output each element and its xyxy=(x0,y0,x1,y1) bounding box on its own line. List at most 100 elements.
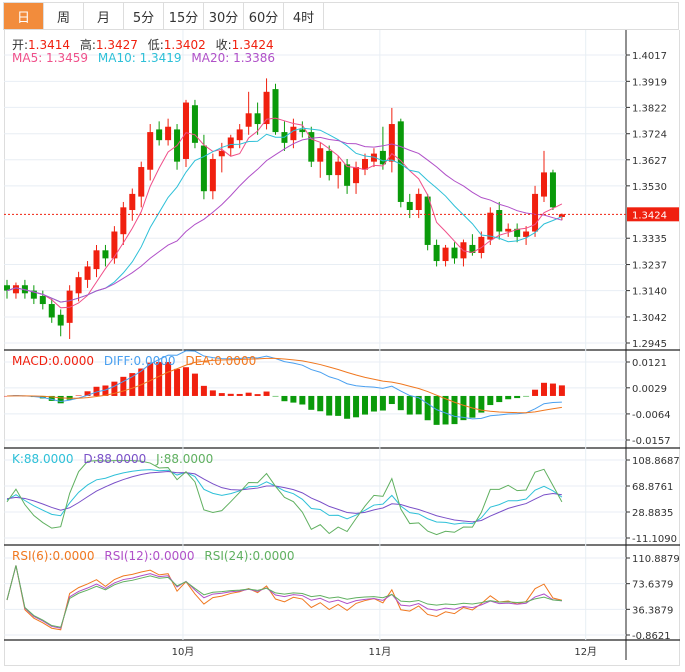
candle-body xyxy=(236,129,243,141)
k-line xyxy=(6,469,563,525)
macd-bar xyxy=(129,373,136,396)
candle-body xyxy=(442,247,449,262)
x-tick-label: 12月 xyxy=(574,646,597,658)
candle-body xyxy=(523,231,530,237)
ma20-value: MA20: 1.3386 xyxy=(191,51,276,65)
macd-bar xyxy=(326,395,333,416)
kdj-tick-label: 68.8761 xyxy=(632,482,673,493)
macd-bar xyxy=(218,393,225,396)
macd-bar xyxy=(558,385,565,396)
close-value: 1.3424 xyxy=(231,38,274,52)
macd-bar xyxy=(263,391,270,396)
candle-body xyxy=(200,145,207,192)
tab-7[interactable]: 4时 xyxy=(284,3,324,29)
candle-body xyxy=(433,244,440,262)
macd-bar xyxy=(174,368,181,396)
candle-body xyxy=(326,150,333,176)
macd-bar xyxy=(335,395,342,416)
candle-body xyxy=(424,196,431,245)
candle-body xyxy=(93,250,100,270)
macd-bar xyxy=(370,395,377,412)
macd-bar xyxy=(532,389,539,396)
candle-body xyxy=(48,304,55,318)
dea-line xyxy=(6,357,562,414)
tab-3[interactable]: 5分 xyxy=(124,3,164,29)
price-tick-label: 1.4017 xyxy=(632,51,667,62)
candle-body xyxy=(549,172,556,208)
tab-0[interactable]: 日 xyxy=(4,3,44,29)
macd-bar xyxy=(245,392,252,396)
d-line xyxy=(6,471,562,523)
price-tick-label: 1.3822 xyxy=(632,103,667,114)
candle-body xyxy=(147,132,154,170)
candle-body xyxy=(120,207,127,235)
tab-4[interactable]: 15分 xyxy=(164,3,204,29)
macd-bar xyxy=(120,376,127,396)
macd-bar xyxy=(84,391,91,396)
period-tabs: 日周月 5分 15分 30分 60分 4时 xyxy=(3,2,679,30)
candle-body xyxy=(299,129,306,133)
candle-body xyxy=(406,201,413,211)
macd-bar xyxy=(353,395,360,418)
macd-bar xyxy=(227,393,234,396)
macd-bar xyxy=(406,395,413,415)
open-value: 1.3414 xyxy=(28,38,71,52)
high-label: 高: xyxy=(79,38,96,52)
candle-body xyxy=(209,158,216,192)
candle-body xyxy=(138,167,145,197)
candle-body xyxy=(183,102,189,159)
candle-body xyxy=(541,172,547,197)
candle-body xyxy=(263,91,270,125)
macd-bar xyxy=(362,395,368,415)
ma20-line xyxy=(6,136,563,303)
candle-body xyxy=(84,266,91,280)
candle-body xyxy=(129,193,136,211)
j-value: J:88.0000 xyxy=(156,452,214,466)
candle-body xyxy=(245,113,252,127)
candle-body xyxy=(218,150,225,157)
candle-body xyxy=(4,285,10,291)
ma5-value: MA5: 1.3459 xyxy=(12,51,89,65)
macd-bar xyxy=(93,386,100,396)
macd-bar xyxy=(487,395,494,406)
ohlc-legend: 开:1.3414 高:1.3427 低:1.3402 收:1.3424 xyxy=(12,36,280,53)
tab-5[interactable]: 30分 xyxy=(204,3,244,29)
candle-body xyxy=(362,158,368,170)
candle-body xyxy=(415,193,422,211)
macd-bar xyxy=(541,382,547,396)
ma-legend: MA5: 1.3459 MA10: 1.3419 MA20: 1.3386 xyxy=(12,51,281,65)
ma5-line xyxy=(6,117,563,309)
rsi-tick-label: 110.8879 xyxy=(632,554,680,565)
rsi6-value: RSI(6):0.0000 xyxy=(12,549,95,563)
candle-body xyxy=(335,161,342,176)
candle-body xyxy=(379,150,386,165)
macd-bar xyxy=(505,395,512,400)
candle-body xyxy=(75,277,82,294)
candle-body xyxy=(191,105,198,143)
macd-bar xyxy=(191,373,198,396)
price-tick-label: 1.3530 xyxy=(632,182,667,193)
rsi-tick-label: 36.3879 xyxy=(632,605,673,616)
tab-1[interactable]: 周 xyxy=(44,3,84,29)
macd-bar xyxy=(156,362,163,396)
candle-body xyxy=(451,247,458,259)
price-tick-label: 1.3237 xyxy=(632,261,667,272)
macd-bar xyxy=(272,395,279,397)
tab-2[interactable]: 月 xyxy=(84,3,124,29)
macd-bar xyxy=(200,385,207,396)
macd-bar xyxy=(478,395,485,413)
diff-value: DIFF:0.0000 xyxy=(103,354,176,368)
candle-body xyxy=(254,113,261,125)
macd-bar xyxy=(138,368,145,396)
tab-6[interactable]: 60分 xyxy=(244,3,284,29)
diff-line xyxy=(6,350,562,420)
macd-bar xyxy=(514,395,521,399)
candle-body xyxy=(227,137,234,149)
macd-tick-label: -0.0157 xyxy=(632,436,671,447)
rsi24-value: RSI(24):0.0000 xyxy=(204,549,295,563)
candle-body xyxy=(469,244,476,253)
macd-bar xyxy=(48,395,55,401)
candle-body xyxy=(478,236,485,253)
